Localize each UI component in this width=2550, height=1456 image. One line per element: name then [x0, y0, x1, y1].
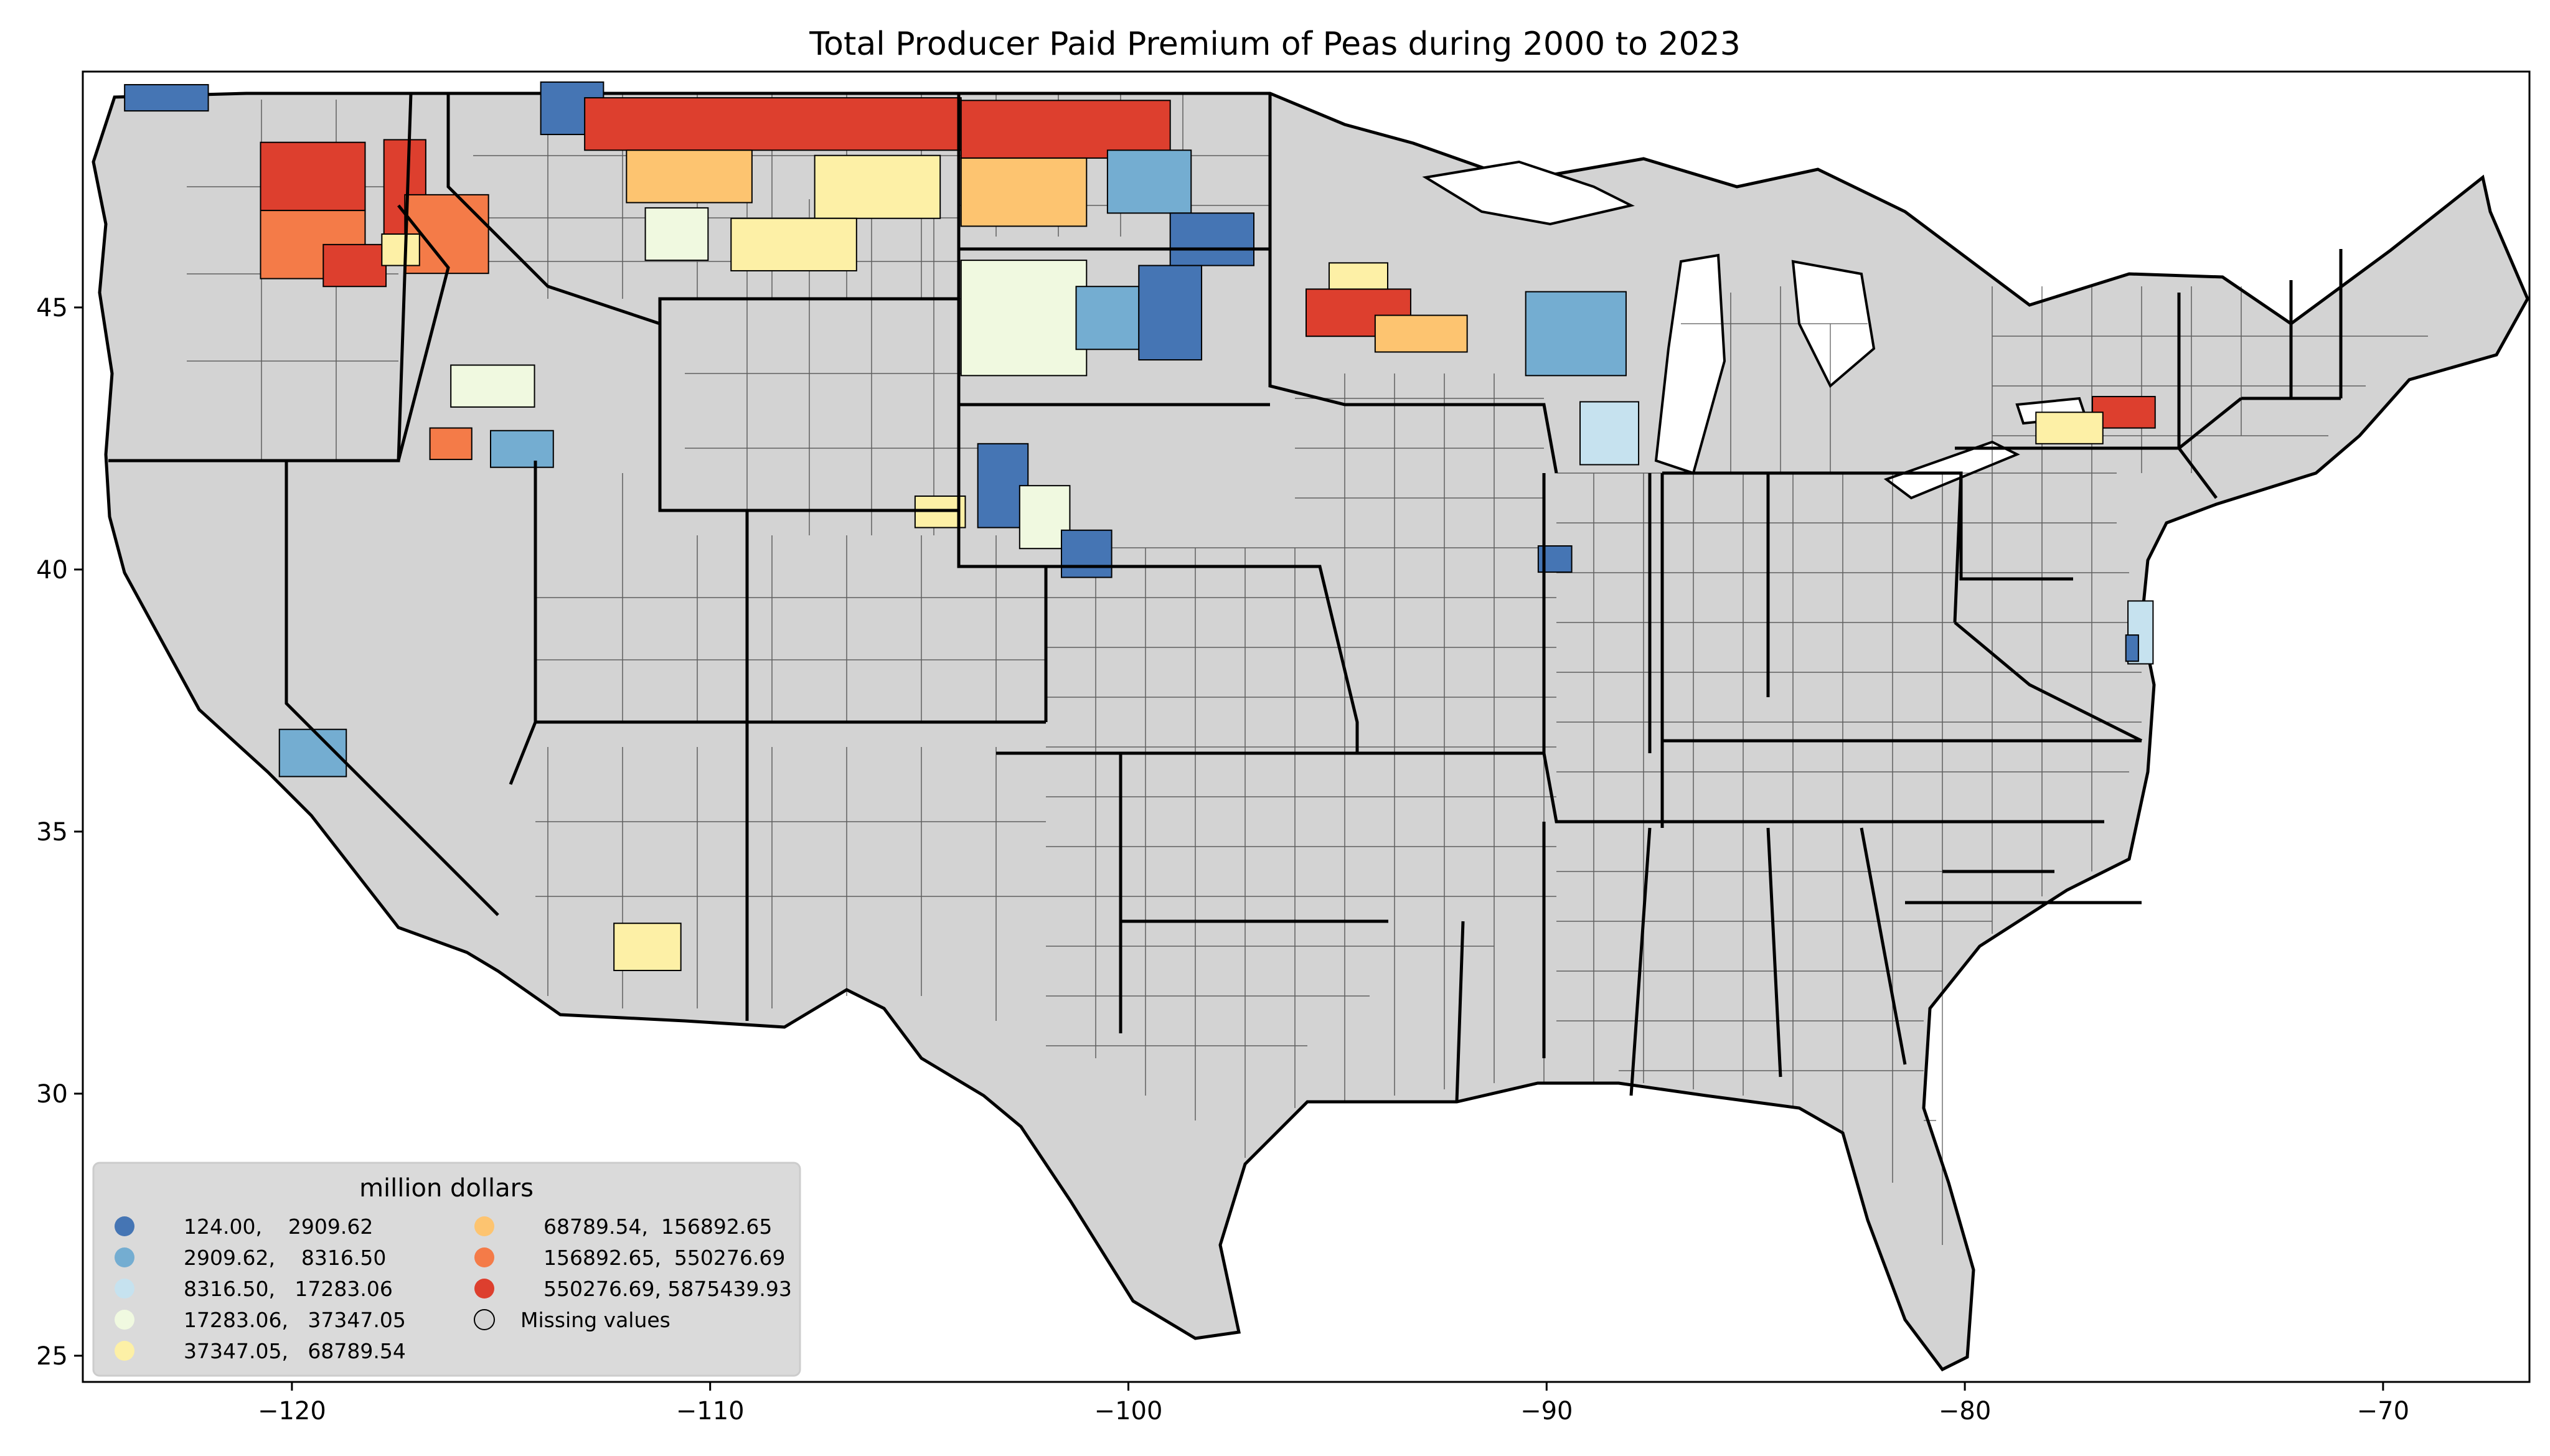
county-region	[1328, 262, 1389, 290]
y-axis: 25 30 35 40 45	[36, 294, 83, 1371]
x-tick-label: −120	[258, 1397, 326, 1425]
county-region	[322, 243, 387, 288]
legend-label: Missing values	[520, 1308, 670, 1332]
legend-swatch	[474, 1216, 494, 1236]
y-tick-label: 30	[36, 1080, 68, 1109]
legend-swatch	[115, 1216, 134, 1236]
regions-layer	[124, 81, 2156, 972]
x-tick-label: −110	[676, 1397, 745, 1425]
legend-swatch	[115, 1310, 134, 1330]
county-region	[613, 923, 682, 972]
legend-title: million dollars	[359, 1174, 534, 1203]
legend-label: 550276.69, 5875439.93	[543, 1277, 792, 1301]
county-region	[381, 233, 420, 266]
county-region	[584, 97, 962, 151]
county-region	[260, 141, 366, 212]
legend-swatch	[474, 1309, 495, 1330]
lake-superior	[1422, 160, 1635, 226]
x-tick-label: −70	[2357, 1397, 2409, 1425]
legend-label: 17283.06, 37347.05	[184, 1308, 406, 1332]
county-region	[1138, 265, 1203, 361]
legend-label: 37347.05, 68789.54	[184, 1339, 406, 1363]
lake-erie	[1883, 440, 2020, 500]
county-region	[429, 427, 473, 461]
map-title: Total Producer Paid Premium of Peas duri…	[809, 26, 1741, 63]
county-region	[644, 207, 709, 261]
county-region	[960, 260, 1088, 377]
county-region	[1061, 529, 1113, 578]
legend-swatch	[115, 1341, 134, 1361]
legend: million dollars 124.00, 2909.62 2909.62, …	[92, 1162, 801, 1377]
legend-box	[92, 1162, 801, 1377]
county-region	[2125, 634, 2139, 662]
county-region	[450, 364, 535, 408]
county-region	[1106, 149, 1192, 214]
y-tick-label: 40	[36, 556, 68, 585]
county-region	[626, 149, 753, 204]
county-region	[1525, 291, 1627, 377]
y-tick-label: 35	[36, 818, 68, 847]
county-region	[124, 84, 209, 112]
y-tick-label: 25	[36, 1342, 68, 1371]
county-region	[730, 217, 857, 271]
plot-frame	[82, 70, 2531, 1383]
legend-label: 68789.54, 156892.65	[543, 1214, 772, 1239]
x-axis: −120 −110 −100 −90 −80 −70	[258, 1382, 2409, 1425]
county-region	[960, 100, 1171, 159]
x-tick-label: −80	[1939, 1397, 1991, 1425]
x-tick-label: −100	[1094, 1397, 1163, 1425]
state-boundaries	[108, 92, 2343, 1102]
legend-label: 124.00, 2909.62	[184, 1214, 373, 1239]
legend-label: 8316.50, 17283.06	[184, 1277, 393, 1301]
county-region	[1169, 212, 1255, 266]
county-region	[2127, 600, 2154, 665]
legend-entries: 124.00, 2909.62 2909.62, 8316.50 8316.50, …	[115, 1214, 792, 1363]
legend-label: 2909.62, 8316.50	[184, 1246, 386, 1270]
county-region	[814, 154, 941, 219]
legend-swatch	[474, 1279, 494, 1299]
county-region	[1579, 401, 1640, 466]
county-region	[2035, 411, 2104, 444]
y-tick-label: 45	[36, 294, 68, 322]
legend-label: 156892.65, 550276.69	[543, 1246, 785, 1270]
us-landmass	[92, 92, 2529, 1372]
county-region	[1075, 286, 1140, 350]
legend-swatch	[474, 1247, 494, 1267]
legend-swatch	[115, 1279, 134, 1299]
county-region	[1374, 314, 1468, 353]
x-tick-label: −90	[1520, 1397, 1573, 1425]
legend-swatch	[115, 1247, 134, 1267]
county-region	[490, 430, 554, 468]
county-region	[960, 157, 1088, 227]
